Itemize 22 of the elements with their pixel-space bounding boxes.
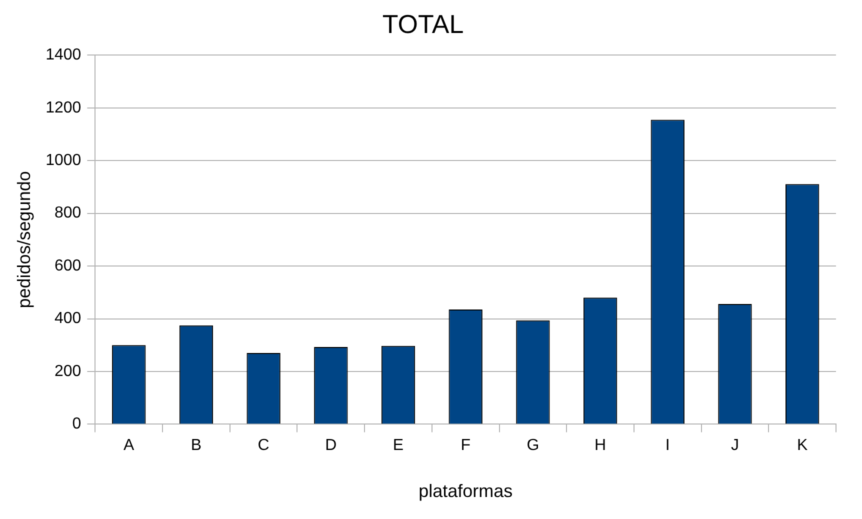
x-tick-label: E (392, 437, 404, 454)
y-tick-label: 800 (54, 204, 82, 222)
x-tick-label: K (796, 437, 808, 454)
y-axis-title: pedidos/segundo (14, 171, 34, 308)
x-tick-label: D (325, 437, 337, 454)
y-tick-label: 1400 (46, 46, 82, 64)
y-tick-label: 1200 (46, 99, 82, 116)
chart-title: TOTAL (382, 8, 464, 39)
x-tick-label: I (665, 437, 670, 454)
x-tick-label: H (594, 437, 606, 454)
y-tick-label: 1000 (46, 152, 82, 170)
x-axis-title: plataformas (418, 481, 513, 502)
y-tick-label: 200 (54, 362, 82, 380)
y-tick-label: 0 (72, 416, 82, 433)
x-tick-label: G (526, 437, 540, 454)
y-tick-label: 600 (54, 257, 82, 274)
y-tick-label: 400 (54, 310, 82, 328)
x-tick-label: A (124, 437, 135, 454)
x-tick-label: C (258, 437, 270, 454)
x-tick-label: B (190, 437, 202, 454)
x-tick-label: J (730, 437, 739, 454)
x-tick-label: F (460, 437, 471, 454)
